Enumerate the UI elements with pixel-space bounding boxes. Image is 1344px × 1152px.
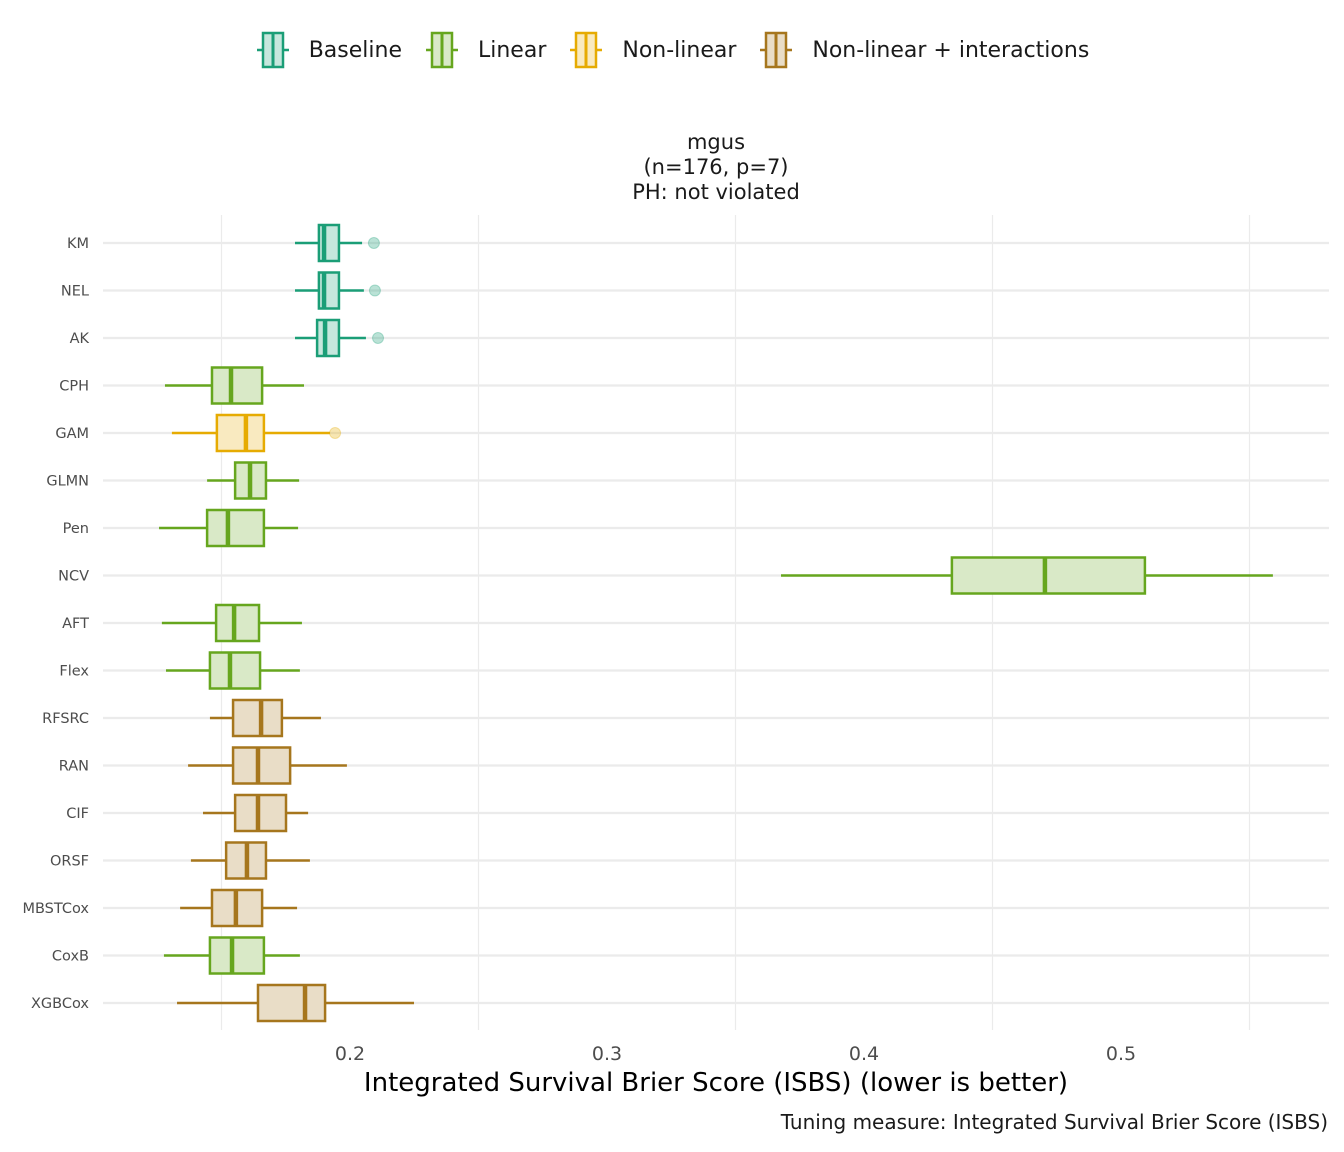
legend-item-baseline: Baseline [255, 30, 402, 70]
box-ran [188, 746, 347, 785]
box-iqr [205, 508, 266, 548]
facet-title: mgus (n=176, p=7) PH: not violated [0, 130, 1344, 205]
box-iqr [231, 746, 292, 785]
box-rfsrc [209, 698, 321, 738]
y-tick-label: AK [70, 331, 90, 347]
x-tick-label: 0.5 [1106, 1043, 1136, 1065]
outlier-point [329, 427, 342, 439]
y-tick-label: CIF [66, 806, 89, 822]
box-nel [295, 271, 381, 310]
x-tick-label: 0.4 [849, 1043, 879, 1065]
facet-title-size: (n=176, p=7) [643, 155, 789, 179]
legend-key-linear [425, 31, 458, 69]
x-tick-label: 0.2 [335, 1043, 365, 1065]
legend-label-non-linear-interactions: Non-linear + interactions [812, 37, 1090, 63]
box-iqr [233, 793, 288, 833]
boxes [159, 223, 1273, 1023]
box-glmn [207, 461, 300, 500]
y-tick-label: CoxB [52, 949, 89, 965]
y-tick-label: NCV [58, 569, 89, 585]
box-iqr [215, 413, 266, 453]
box-mbstcox [180, 888, 298, 928]
box-km [295, 223, 380, 263]
box-iqr [208, 651, 262, 690]
box-orsf [190, 841, 310, 880]
outlier-point [367, 237, 380, 249]
outlier-point [372, 332, 385, 344]
box-iqr [256, 983, 327, 1023]
y-tick-label: CPH [59, 379, 89, 395]
outlier-point [368, 284, 381, 297]
y-axis-labels: KM NEL AK CPH GAM GLMN Pen NCV AFT Flex RFSRC RAN CI… [22, 236, 89, 1012]
y-tick-label: AFT [62, 616, 89, 632]
legend-label-linear: Linear [477, 37, 547, 63]
x-tick-label: 0.3 [592, 1043, 622, 1065]
legend-key-baseline [256, 31, 289, 69]
legend-label-non-linear: Non-linear [622, 37, 737, 63]
box-iqr [315, 318, 341, 358]
box-iqr [950, 556, 1147, 595]
y-tick-label: Flex [59, 664, 89, 680]
y-tick-label: KM [67, 236, 89, 252]
facet-title-ph: PH: not violated [632, 180, 800, 204]
box-iqr [210, 366, 264, 405]
box-ncv [780, 556, 1273, 595]
y-tick-label: RAN [59, 759, 89, 775]
y-tick-label: MBSTCox [22, 901, 89, 917]
legend: Baseline Linear Non-linear Non-linear + … [0, 30, 1344, 70]
box-cph [164, 366, 304, 405]
x-axis-title: Integrated Survival Brier Score (ISBS) (… [363, 1068, 1069, 1098]
y-tick-label: RFSRC [42, 711, 89, 727]
box-ak [295, 318, 385, 358]
box-iqr [208, 936, 266, 975]
box-iqr [231, 698, 284, 738]
box-coxb [163, 936, 300, 975]
box-pen [159, 508, 299, 548]
box-flex [165, 651, 300, 690]
legend-item-non-linear-interactions: Non-linear + interactions [758, 30, 1089, 70]
caption: Tuning measure: Integrated Survival Brie… [780, 1110, 1328, 1134]
x-axis-ticks: 0.2 0.3 0.4 0.5 [335, 1043, 1136, 1065]
facet-title-dataset: mgus [686, 130, 746, 154]
box-aft [161, 603, 302, 643]
y-tick-label: ORSF [50, 854, 89, 870]
legend-item-non-linear: Non-linear [568, 30, 736, 70]
box-gam [171, 413, 342, 453]
legend-key-non-linear-interactions [760, 31, 793, 69]
legend-label-baseline: Baseline [308, 37, 402, 63]
y-tick-label: XGBCox [31, 996, 89, 1012]
box-iqr [214, 603, 261, 643]
box-cif [202, 793, 309, 833]
legend-key-non-linear [570, 31, 603, 69]
box-xgbcox [177, 983, 414, 1023]
y-tick-label: GLMN [46, 474, 89, 490]
y-tick-label: Pen [63, 521, 89, 537]
y-tick-label: GAM [55, 426, 89, 442]
legend-item-linear: Linear [424, 30, 546, 70]
y-tick-label: NEL [61, 284, 89, 300]
